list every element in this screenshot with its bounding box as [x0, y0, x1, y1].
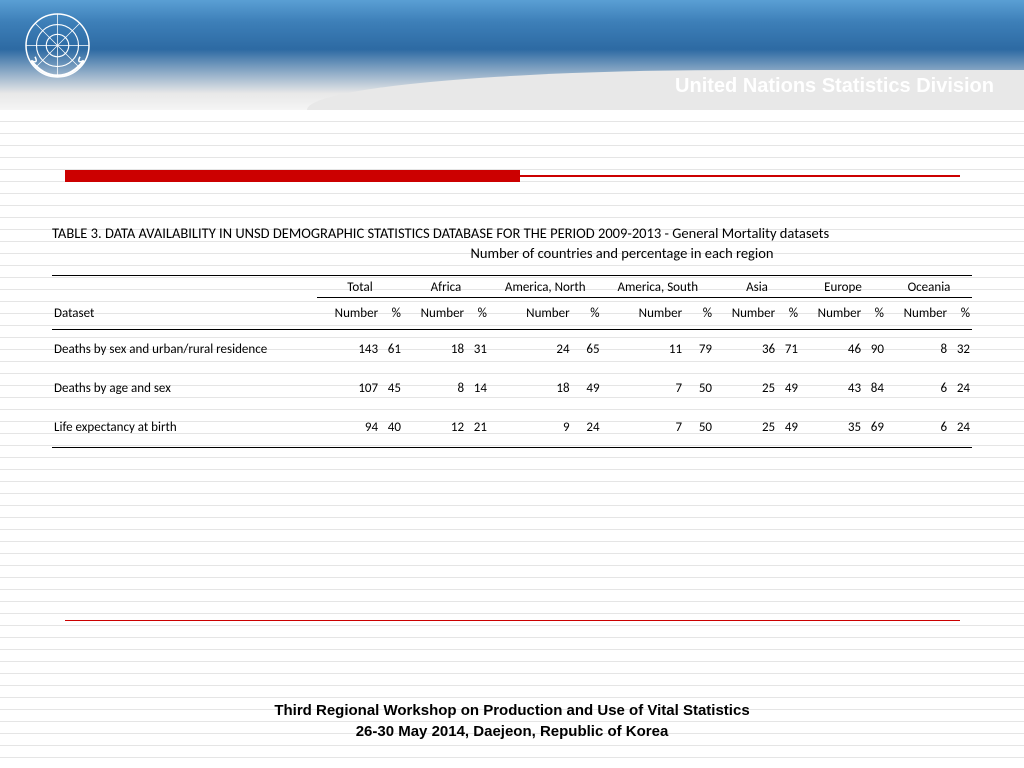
cell-value: 49	[777, 408, 800, 448]
dataset-name: Deaths by sex and urban/rural residence	[52, 330, 317, 370]
footer-line2: 26-30 May 2014, Daejeon, Republic of Kor…	[0, 721, 1024, 742]
dataset-name: Life expectancy at birth	[52, 408, 317, 448]
red-line-mid	[65, 620, 960, 621]
cell-value: 24	[949, 408, 972, 448]
data-table: Total Africa America, North America, Sou…	[52, 275, 972, 448]
cell-value: 31	[466, 330, 489, 370]
cell-value: 49	[777, 369, 800, 408]
col-percent: %	[466, 298, 489, 330]
cell-value: 18	[489, 369, 572, 408]
org-title: United Nations Statistics Division	[675, 75, 994, 98]
cell-value: 36	[714, 330, 777, 370]
region-header: Asia	[714, 276, 800, 298]
cell-value: 94	[317, 408, 380, 448]
cell-value: 18	[403, 330, 466, 370]
col-number: Number	[886, 298, 949, 330]
table-row: Deaths by age and sex1074581418497502549…	[52, 369, 972, 408]
cell-value: 143	[317, 330, 380, 370]
cell-value: 90	[863, 330, 886, 370]
cell-value: 79	[684, 330, 714, 370]
red-bar-thick	[65, 170, 520, 182]
red-bar-thin	[520, 175, 960, 177]
cell-value: 84	[863, 369, 886, 408]
table-title: TABLE 3. DATA AVAILABILITY IN UNSD DEMOG…	[52, 224, 972, 242]
col-percent: %	[949, 298, 972, 330]
region-header: America, North	[489, 276, 602, 298]
header-banner: United Nations Statistics Division	[0, 0, 1024, 110]
col-percent: %	[777, 298, 800, 330]
sub-header-row: Dataset Number% Number% Number% Number% …	[52, 298, 972, 330]
region-header: Europe	[800, 276, 886, 298]
footer-text: Third Regional Workshop on Production an…	[0, 700, 1024, 742]
dataset-label: Dataset	[52, 298, 317, 330]
cell-value: 46	[800, 330, 863, 370]
cell-value: 11	[602, 330, 685, 370]
cell-value: 12	[403, 408, 466, 448]
col-percent: %	[863, 298, 886, 330]
cell-value: 61	[380, 330, 403, 370]
cell-value: 24	[949, 369, 972, 408]
col-number: Number	[602, 298, 685, 330]
cell-value: 71	[777, 330, 800, 370]
cell-value: 7	[602, 369, 685, 408]
col-percent: %	[380, 298, 403, 330]
cell-value: 45	[380, 369, 403, 408]
un-logo	[20, 8, 95, 83]
region-header: Total	[317, 276, 403, 298]
col-number: Number	[317, 298, 380, 330]
col-number: Number	[403, 298, 466, 330]
region-header-row: Total Africa America, North America, Sou…	[52, 276, 972, 298]
cell-value: 6	[886, 408, 949, 448]
cell-value: 8	[403, 369, 466, 408]
footer-line1: Third Regional Workshop on Production an…	[0, 700, 1024, 721]
col-percent: %	[572, 298, 602, 330]
cell-value: 25	[714, 408, 777, 448]
dataset-name: Deaths by age and sex	[52, 369, 317, 408]
cell-value: 50	[684, 408, 714, 448]
col-percent: %	[684, 298, 714, 330]
cell-value: 49	[572, 369, 602, 408]
cell-value: 24	[572, 408, 602, 448]
cell-value: 21	[466, 408, 489, 448]
cell-value: 25	[714, 369, 777, 408]
cell-value: 9	[489, 408, 572, 448]
cell-value: 40	[380, 408, 403, 448]
table-row: Life expectancy at birth9440122192475025…	[52, 408, 972, 448]
table-row: Deaths by sex and urban/rural residence1…	[52, 330, 972, 370]
cell-value: 8	[886, 330, 949, 370]
cell-value: 69	[863, 408, 886, 448]
cell-value: 50	[684, 369, 714, 408]
cell-value: 24	[489, 330, 572, 370]
region-header: America, South	[602, 276, 714, 298]
col-number: Number	[489, 298, 572, 330]
col-number: Number	[800, 298, 863, 330]
region-header: Africa	[403, 276, 489, 298]
cell-value: 14	[466, 369, 489, 408]
cell-value: 6	[886, 369, 949, 408]
table-subtitle: Number of countries and percentage in ea…	[52, 244, 972, 262]
col-number: Number	[714, 298, 777, 330]
cell-value: 107	[317, 369, 380, 408]
cell-value: 65	[572, 330, 602, 370]
region-header: Oceania	[886, 276, 972, 298]
cell-value: 32	[949, 330, 972, 370]
cell-value: 35	[800, 408, 863, 448]
cell-value: 7	[602, 408, 685, 448]
cell-value: 43	[800, 369, 863, 408]
